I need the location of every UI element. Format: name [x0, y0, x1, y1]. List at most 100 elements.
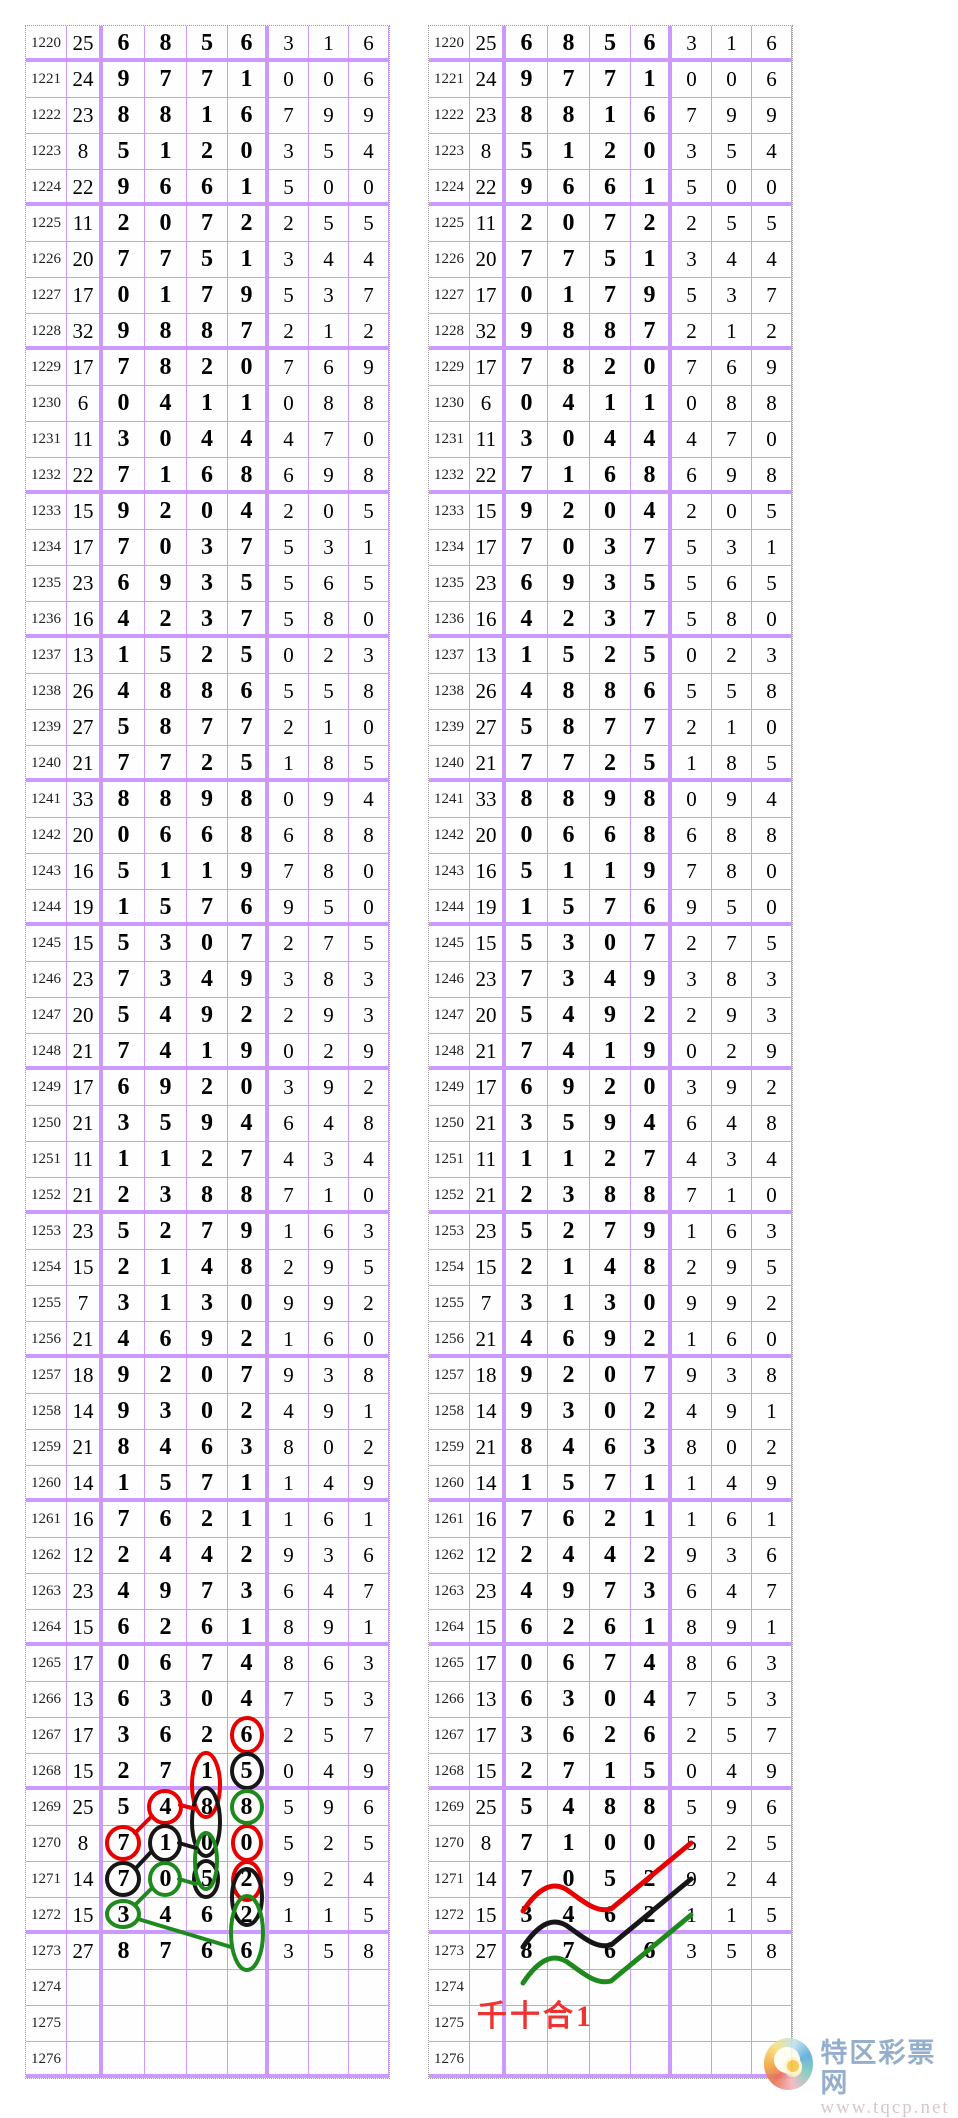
- tail-cell: 7: [349, 1718, 389, 1753]
- tail-cell: 2: [269, 710, 309, 745]
- issue-cell: 1262: [429, 1538, 470, 1573]
- tail-cell: 0: [752, 602, 792, 634]
- sum-cell: 16: [470, 602, 506, 634]
- digit-cell: 3: [631, 1430, 672, 1465]
- tail-cell: 6: [269, 818, 309, 853]
- digit-cell: 2: [228, 1322, 269, 1354]
- tail-cell: 0: [752, 890, 792, 922]
- digit-cell: 2: [187, 350, 228, 385]
- digit-cell: 9: [145, 566, 187, 601]
- sum-cell: 17: [67, 1070, 103, 1105]
- tail-cell: 5: [349, 566, 389, 601]
- digit-cell: 7: [228, 1358, 269, 1393]
- sum-cell: 6: [67, 386, 103, 421]
- issue-cell: 1269: [26, 1790, 67, 1825]
- digit-cell: 2: [103, 1178, 145, 1210]
- tail-cell: 4: [309, 242, 349, 277]
- issue-cell: 1225: [429, 206, 470, 241]
- digit-cell: 6: [187, 1610, 228, 1642]
- tail-cell: 4: [712, 1466, 752, 1498]
- digit-cell: 3: [548, 926, 590, 961]
- tail-cell: 9: [752, 98, 792, 133]
- sum-cell: 15: [470, 1754, 506, 1786]
- digit-cell: 2: [187, 638, 228, 673]
- tail-cell: 5: [672, 170, 712, 202]
- tail-cell: 5: [672, 278, 712, 313]
- digit-cell: 5: [506, 134, 548, 169]
- sum-cell: 25: [470, 26, 506, 58]
- tail-cell: 7: [269, 98, 309, 133]
- digit-cell: 3: [145, 962, 187, 997]
- sum-cell: 12: [470, 1538, 506, 1573]
- sum-cell: 17: [67, 530, 103, 565]
- digit-cell: [590, 1970, 631, 2005]
- digit-cell: 0: [187, 1682, 228, 1717]
- issue-cell: 1276: [429, 2042, 470, 2074]
- tail-cell: 1: [752, 1610, 792, 1642]
- tail-cell: 4: [349, 242, 389, 277]
- sum-cell: 26: [67, 674, 103, 709]
- digit-cell: 1: [548, 134, 590, 169]
- issue-cell: 1275: [429, 2006, 470, 2041]
- table-row: 1273 27 8 7 6 6 3 5 8: [26, 1934, 389, 1970]
- issue-cell: 1237: [26, 638, 67, 673]
- tail-cell: 3: [349, 1682, 389, 1717]
- issue-cell: 1260: [26, 1466, 67, 1498]
- tail-cell: 6: [752, 26, 792, 58]
- issue-cell: 1256: [429, 1322, 470, 1354]
- sum-cell: 18: [470, 1358, 506, 1393]
- tail-cell: 0: [672, 386, 712, 421]
- digit-cell: 7: [103, 1826, 145, 1861]
- digit-cell: 5: [145, 1466, 187, 1498]
- sum-cell: 20: [470, 242, 506, 277]
- sum-cell: 15: [470, 1898, 506, 1930]
- digit-cell: 5: [145, 890, 187, 922]
- digit-cell: 7: [187, 1646, 228, 1681]
- digit-cell: 5: [506, 1214, 548, 1249]
- digit-cell: 7: [506, 350, 548, 385]
- digit-cell: 2: [506, 1178, 548, 1210]
- tail-cell: [712, 1970, 752, 2005]
- tail-cell: 5: [349, 1250, 389, 1285]
- sum-cell: 17: [67, 350, 103, 385]
- digit-cell: 0: [187, 1826, 228, 1861]
- digit-cell: 3: [187, 1286, 228, 1321]
- digit-cell: 4: [187, 1538, 228, 1573]
- tail-cell: 3: [672, 242, 712, 277]
- digit-cell: 2: [228, 1394, 269, 1429]
- tail-cell: 8: [309, 854, 349, 889]
- digit-cell: 5: [103, 998, 145, 1033]
- sum-cell: 13: [470, 1682, 506, 1717]
- tail-cell: 1: [712, 710, 752, 745]
- digit-cell: 4: [631, 1106, 672, 1141]
- digit-cell: 7: [228, 530, 269, 565]
- digit-cell: 7: [631, 1358, 672, 1393]
- digit-cell: [187, 2006, 228, 2041]
- table-row: 1263 23 4 9 7 3 6 4 7: [26, 1574, 389, 1610]
- table-row: 1264 15 6 2 6 1 8 9 1: [429, 1610, 792, 1646]
- tail-cell: 7: [349, 1574, 389, 1609]
- tail-cell: 0: [269, 1034, 309, 1066]
- digit-cell: 6: [631, 1934, 672, 1969]
- digit-cell: 2: [187, 1142, 228, 1177]
- digit-cell: [103, 2042, 145, 2074]
- tail-cell: 5: [309, 206, 349, 241]
- sum-cell: 12: [67, 1538, 103, 1573]
- digit-cell: 7: [187, 710, 228, 745]
- digit-cell: 2: [548, 1358, 590, 1393]
- sum-cell: [470, 2042, 506, 2074]
- digit-cell: 7: [103, 530, 145, 565]
- digit-cell: 6: [590, 1934, 631, 1969]
- digit-cell: 9: [187, 1322, 228, 1354]
- table-row: 1231 11 3 0 4 4 4 7 0: [26, 422, 389, 458]
- tail-cell: 6: [349, 1790, 389, 1825]
- issue-cell: 1265: [26, 1646, 67, 1681]
- tail-cell: 1: [269, 1214, 309, 1249]
- sum-cell: 17: [470, 1646, 506, 1681]
- digit-cell: [506, 1970, 548, 2005]
- digit-cell: [187, 1970, 228, 2005]
- digit-cell: 8: [631, 782, 672, 817]
- digit-cell: 7: [103, 962, 145, 997]
- issue-cell: 1255: [429, 1286, 470, 1321]
- tail-cell: 7: [269, 1178, 309, 1210]
